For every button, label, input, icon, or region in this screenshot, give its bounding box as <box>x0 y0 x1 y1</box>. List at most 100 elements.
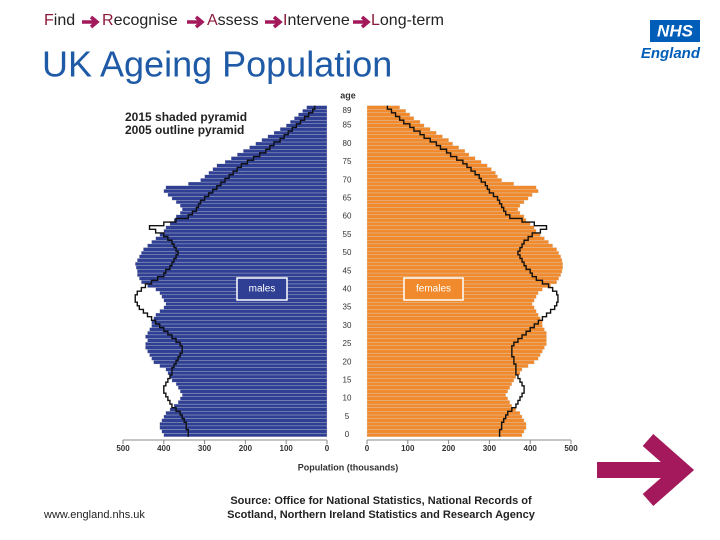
bar <box>366 105 400 110</box>
bar <box>366 392 506 397</box>
bar <box>141 280 328 285</box>
x-tick-label: 0 <box>365 444 370 453</box>
bar <box>366 403 512 408</box>
bar <box>366 196 529 201</box>
nav-step: Intervene <box>283 12 350 29</box>
bar <box>141 251 328 255</box>
bar <box>169 221 328 226</box>
bar <box>366 192 533 197</box>
bar <box>165 185 328 190</box>
bar <box>366 254 561 259</box>
logo-mark: NHS <box>657 21 694 40</box>
bar <box>366 181 515 186</box>
bar <box>366 342 547 346</box>
bar <box>366 407 517 412</box>
bar <box>366 261 563 266</box>
bar <box>366 367 523 372</box>
bar <box>182 207 328 212</box>
age-label: 55 <box>343 230 352 239</box>
age-label: 60 <box>343 212 352 221</box>
bar <box>279 127 328 132</box>
bar <box>137 258 328 263</box>
bar <box>188 181 328 186</box>
bar <box>366 305 535 310</box>
legend-entry: 2005 outline pyramid <box>125 123 244 137</box>
bar <box>366 320 543 325</box>
bar <box>366 210 521 215</box>
bar <box>366 396 508 401</box>
legend-entry: 2015 shaded pyramid <box>125 110 247 124</box>
x-tick-label: 100 <box>280 444 294 453</box>
nav-arrow <box>353 15 371 29</box>
bar <box>173 403 328 408</box>
bar <box>216 163 328 168</box>
x-tick-label: 200 <box>239 444 253 453</box>
bar <box>366 232 541 237</box>
bar <box>153 316 328 321</box>
age-label: 5 <box>345 412 350 421</box>
bar <box>224 160 328 164</box>
bar <box>366 316 541 321</box>
bar <box>177 400 328 405</box>
age-label: 0 <box>345 430 350 439</box>
bar <box>366 411 521 416</box>
bar <box>173 218 328 223</box>
source-line: Source: Office for National Statistics, … <box>230 495 532 507</box>
bar <box>163 229 328 234</box>
bar <box>366 418 525 423</box>
bar <box>163 305 328 310</box>
bar <box>366 382 512 387</box>
bar <box>200 178 328 183</box>
bar <box>165 411 328 416</box>
age-label: 35 <box>343 303 352 312</box>
x-tick-label: 300 <box>483 444 497 453</box>
age-axis-title: age <box>340 90 356 100</box>
bar <box>147 331 328 336</box>
bar <box>366 360 535 365</box>
age-label: 45 <box>343 266 352 275</box>
bar <box>165 367 328 372</box>
bar <box>366 236 545 241</box>
footer-url: www.england.nhs.uk <box>43 509 145 521</box>
bar <box>145 345 328 350</box>
bar <box>366 185 537 190</box>
bar <box>159 232 328 237</box>
outline-2005 <box>134 105 316 437</box>
bar <box>139 276 328 281</box>
x-tick-label: 400 <box>524 444 538 453</box>
bar <box>230 156 328 161</box>
bar <box>167 371 328 376</box>
bar <box>212 167 328 172</box>
x-tick-label: 500 <box>564 444 578 453</box>
bar <box>366 134 443 139</box>
bar <box>366 331 547 336</box>
bar <box>366 225 535 230</box>
bar <box>135 261 328 266</box>
source-line: Scotland, Northern Ireland Statistics an… <box>227 509 536 521</box>
bar <box>139 254 328 259</box>
bar <box>163 414 328 419</box>
bar <box>143 247 328 252</box>
bar <box>366 374 517 379</box>
nav-arrow <box>265 15 283 29</box>
bar <box>366 203 521 208</box>
bar <box>208 170 328 175</box>
bar <box>151 320 328 325</box>
outline-2005 <box>386 105 559 437</box>
bar <box>366 327 545 332</box>
bar <box>366 349 543 354</box>
bar <box>243 149 328 154</box>
age-label: 80 <box>343 139 352 148</box>
bar <box>366 371 521 376</box>
bar <box>179 396 328 401</box>
bar <box>366 301 533 306</box>
bar <box>151 323 328 328</box>
bar <box>366 119 421 124</box>
bar <box>167 192 328 197</box>
bar <box>169 374 328 379</box>
series-label-box <box>403 277 464 301</box>
bar <box>366 116 415 121</box>
bar <box>273 130 328 135</box>
age-label: 89 <box>343 106 352 115</box>
